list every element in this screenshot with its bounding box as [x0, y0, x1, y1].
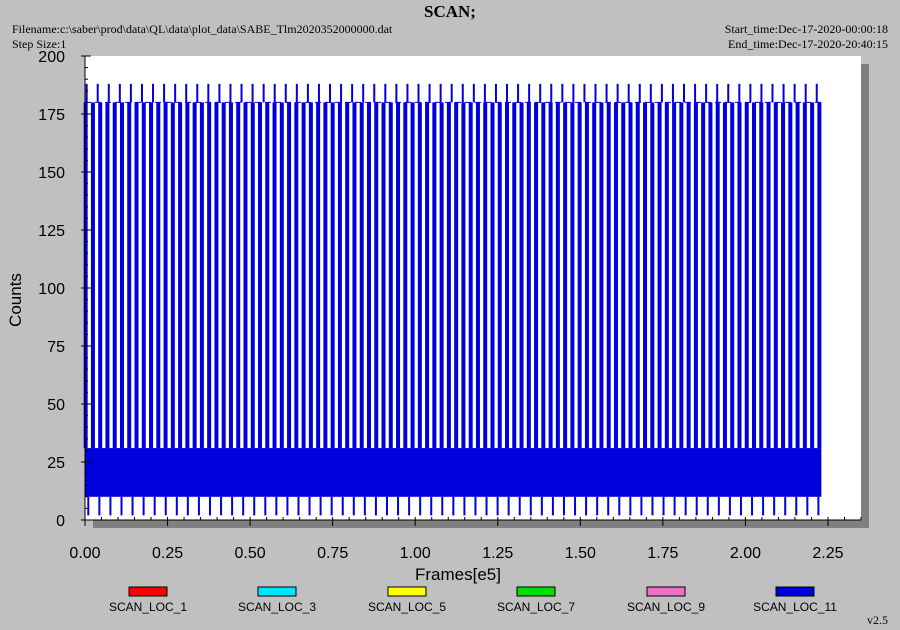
y-tick-label: 100 [38, 281, 65, 298]
end-time-label: End_time:Dec-17-2020-20:40:15 [728, 37, 888, 51]
y-axis-label: Counts [6, 273, 25, 327]
version-label: v2.5 [867, 613, 888, 627]
legend-swatch [387, 586, 427, 597]
legend-label: SCAN_LOC_7 [497, 600, 575, 614]
x-tick-label: 0.75 [317, 545, 348, 562]
x-tick-label: 2.25 [812, 545, 843, 562]
y-tick-label: 150 [38, 165, 65, 182]
legend-label: SCAN_LOC_9 [627, 600, 705, 614]
legend-swatch [128, 586, 168, 597]
x-tick-label: 0.00 [69, 545, 100, 562]
start-time-label: Start_time:Dec-17-2020-00:00:18 [724, 22, 888, 36]
legend-label: SCAN_LOC_11 [753, 600, 837, 614]
filename-label: Filename:c:\saber\prod\data\QL\data\plot… [12, 22, 393, 36]
y-tick-label: 0 [56, 513, 65, 530]
x-tick-label: 0.25 [152, 545, 183, 562]
legend-label: SCAN_LOC_1 [109, 600, 187, 614]
chart-title: SCAN; [424, 2, 476, 21]
y-tick-label: 125 [38, 223, 65, 240]
y-tick-label: 50 [47, 397, 65, 414]
y-tick-label: 200 [38, 49, 65, 66]
x-axis-label: Frames[e5] [415, 565, 501, 584]
legend-swatch [516, 586, 556, 597]
series-baseline-band [85, 448, 822, 497]
x-tick-label: 1.25 [482, 545, 513, 562]
legend-swatch [646, 586, 686, 597]
x-tick-label: 1.00 [400, 545, 431, 562]
legend-swatch [775, 586, 815, 597]
legend-label: SCAN_LOC_5 [368, 600, 446, 614]
legend-swatch [257, 586, 297, 597]
y-tick-label: 75 [47, 339, 65, 356]
legend: SCAN_LOC_1 SCAN_LOC_3 SCAN_LOC_5 SCAN_LOC_7… [109, 586, 837, 614]
y-tick-label: 175 [38, 107, 65, 124]
legend-label: SCAN_LOC_3 [238, 600, 316, 614]
x-tick-label: 2.00 [730, 545, 761, 562]
ticks-layer: 0 25 50 75 100 125 150 175 200 0.00 0.25 0.50 0.75 1.… [38, 49, 862, 562]
x-tick-label: 0.50 [235, 545, 266, 562]
x-tick-label: 1.50 [565, 545, 596, 562]
series-layer [83, 83, 822, 516]
x-tick-label: 1.75 [647, 545, 678, 562]
y-tick-label: 25 [47, 455, 65, 472]
step-size-label: Step Size:1 [12, 37, 67, 51]
